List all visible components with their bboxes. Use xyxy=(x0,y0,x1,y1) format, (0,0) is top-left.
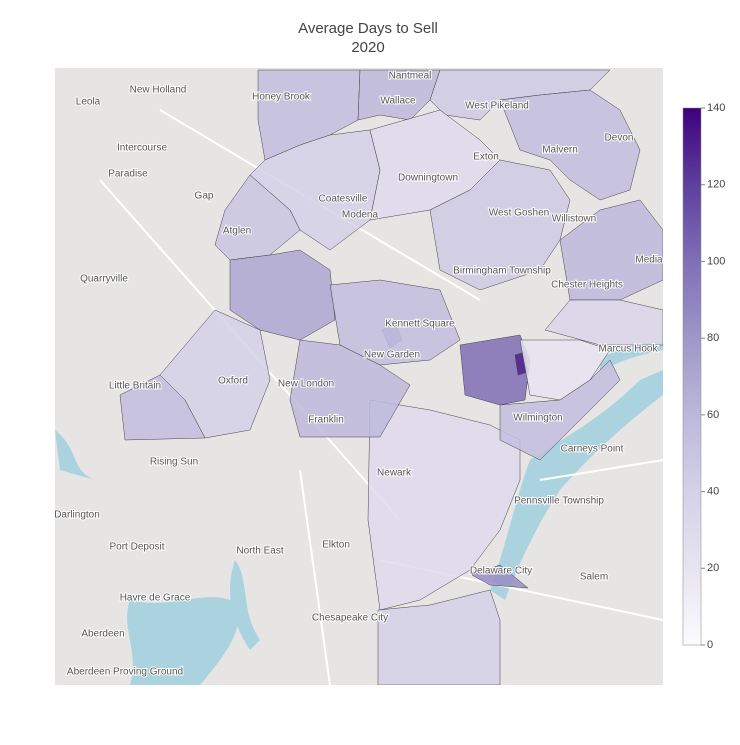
colorbar xyxy=(682,107,702,646)
place-label: Nantmeal xyxy=(389,71,432,82)
place-label: Devon xyxy=(605,133,634,144)
place-label: Havre de Grace xyxy=(120,593,191,604)
place-label: Modena xyxy=(342,210,379,221)
place-label: Intercourse xyxy=(117,143,167,154)
place-label: Little Britain xyxy=(109,381,161,392)
place-label: Paradise xyxy=(108,169,148,180)
place-label: Elkton xyxy=(322,540,350,551)
colorbar-tick-label: 40 xyxy=(707,485,719,497)
region xyxy=(377,589,501,685)
place-label: Kennett Square xyxy=(385,319,455,330)
place-label: New Holland xyxy=(130,85,187,96)
place-label: Port Deposit xyxy=(109,542,164,553)
colorbar-tick-label: 20 xyxy=(707,562,719,574)
place-label: New London xyxy=(278,379,334,390)
colorbar-tick-label: 60 xyxy=(707,409,719,421)
chart-title: Average Days to Sell xyxy=(298,20,438,37)
colorbar-tick-label: 140 xyxy=(707,102,725,114)
chart-subtitle: 2020 xyxy=(351,39,384,56)
region xyxy=(229,249,336,341)
place-label: Wilmington xyxy=(513,413,562,424)
place-label: Newark xyxy=(377,468,412,479)
place-label: North East xyxy=(236,546,283,557)
place-label: Downingtown xyxy=(398,173,458,184)
place-label: Salem xyxy=(580,572,608,583)
place-label: West Pikeland xyxy=(465,101,529,112)
place-label: Chester Heights xyxy=(551,280,623,291)
place-label: Darlington xyxy=(54,510,100,521)
place-label: Media xyxy=(635,255,663,266)
colorbar-tick-label: 0 xyxy=(707,639,713,651)
place-label: Franklin xyxy=(308,415,344,426)
place-label: Atglen xyxy=(223,226,251,237)
region xyxy=(544,299,663,346)
place-label: Gap xyxy=(195,191,214,202)
colorbar-tick-label: 120 xyxy=(707,179,725,191)
place-label: Pennsville Township xyxy=(514,496,604,507)
region xyxy=(367,399,521,611)
region xyxy=(119,374,206,441)
place-label: Wallace xyxy=(380,96,416,107)
place-label: New Garden xyxy=(364,350,420,361)
place-label: Malvern xyxy=(542,145,578,156)
place-label: Chesapeake City xyxy=(312,613,388,624)
place-label: Oxford xyxy=(218,376,248,387)
region xyxy=(471,564,529,589)
place-label: Birmingham Township xyxy=(453,266,551,277)
place-label: Quarryville xyxy=(80,274,128,285)
place-label: Rising Sun xyxy=(150,457,198,468)
place-label: Carneys Point xyxy=(561,444,624,455)
region xyxy=(499,359,621,461)
region xyxy=(289,339,411,438)
region xyxy=(499,89,641,201)
place-label: Coatesville xyxy=(319,194,368,205)
region xyxy=(459,334,531,406)
place-label: Marcus Hook xyxy=(599,344,659,355)
place-label: Delaware City xyxy=(470,566,532,577)
place-label: Willistown xyxy=(552,214,596,225)
colorbar-tick-label: 100 xyxy=(707,255,725,267)
place-label: West Goshen xyxy=(489,208,549,219)
place-label: Honey Brook xyxy=(252,92,311,103)
place-label: Leola xyxy=(76,97,101,108)
place-label: Aberdeen Proving Ground xyxy=(67,667,183,678)
place-label: Exton xyxy=(473,152,499,163)
place-label: Aberdeen xyxy=(81,629,124,640)
colorbar-tick-label: 80 xyxy=(707,332,719,344)
basemap: Leola New Holland Honey Brook Nantmeal Walla… xyxy=(54,68,663,685)
region xyxy=(429,159,571,291)
